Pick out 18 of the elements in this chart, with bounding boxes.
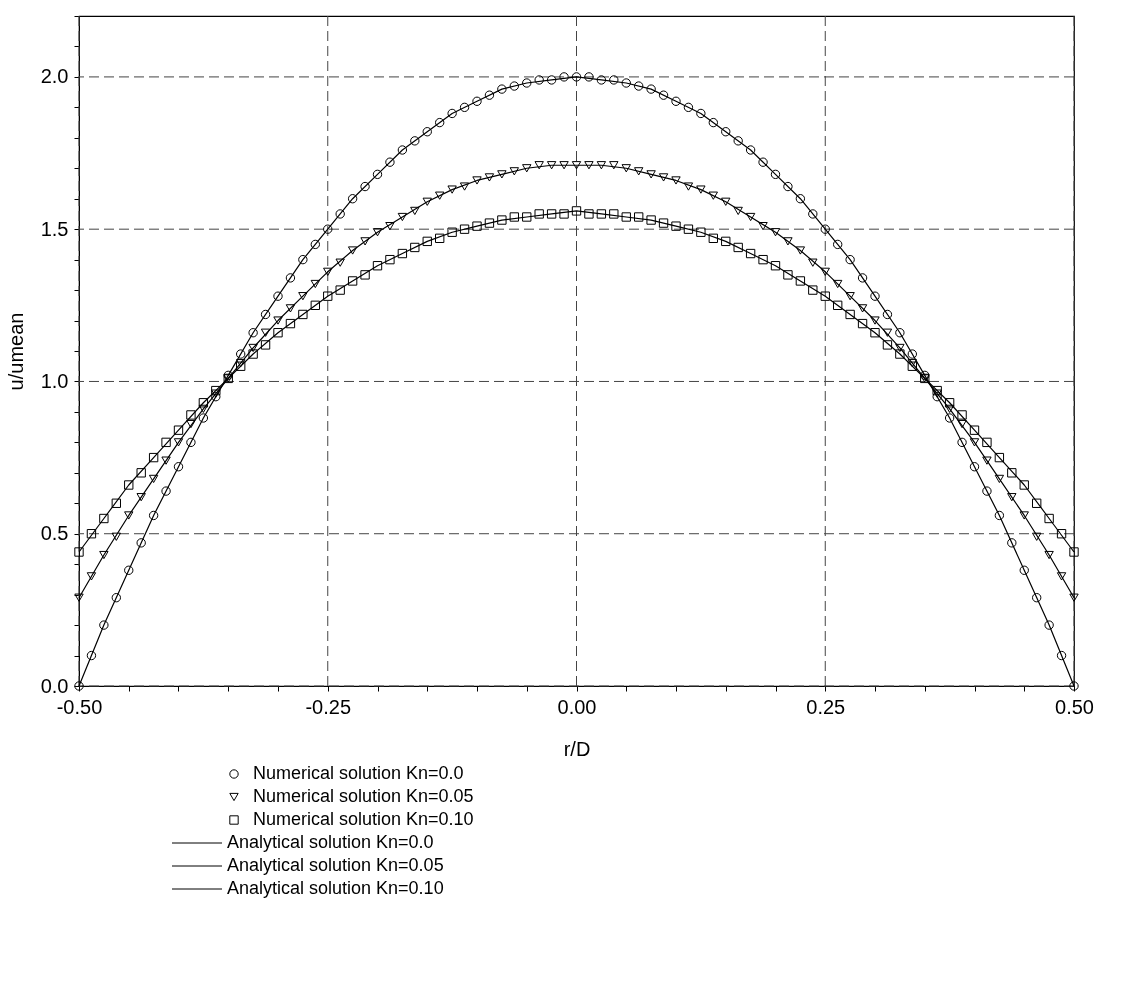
y-tick-label: 1.0 xyxy=(40,369,69,392)
legend-label: Numerical solution Kn=0.05 xyxy=(253,786,474,806)
y-tick-label: 2.0 xyxy=(40,65,69,88)
x-tick-label: 0.50 xyxy=(1055,695,1094,718)
y-axis-title: u/umean xyxy=(4,312,27,391)
y-tick-label: 1.5 xyxy=(40,217,69,240)
y-tick-label: 0.0 xyxy=(40,674,69,697)
legend-label: Numerical solution Kn=0.0 xyxy=(253,763,464,783)
legend-label: Analytical solution Kn=0.0 xyxy=(227,832,434,852)
x-tick-label: 0.00 xyxy=(557,695,597,718)
legend-label: Numerical solution Kn=0.10 xyxy=(253,809,474,829)
legend-label: Analytical solution Kn=0.05 xyxy=(227,855,444,875)
x-tick-label: -0.50 xyxy=(56,695,103,718)
x-tick-label: -0.25 xyxy=(305,695,352,718)
x-axis-title: r/D xyxy=(563,737,591,760)
x-tick-label: 0.25 xyxy=(806,695,846,718)
legend-label: Analytical solution Kn=0.10 xyxy=(227,878,444,898)
y-tick-label: 0.5 xyxy=(40,522,69,545)
